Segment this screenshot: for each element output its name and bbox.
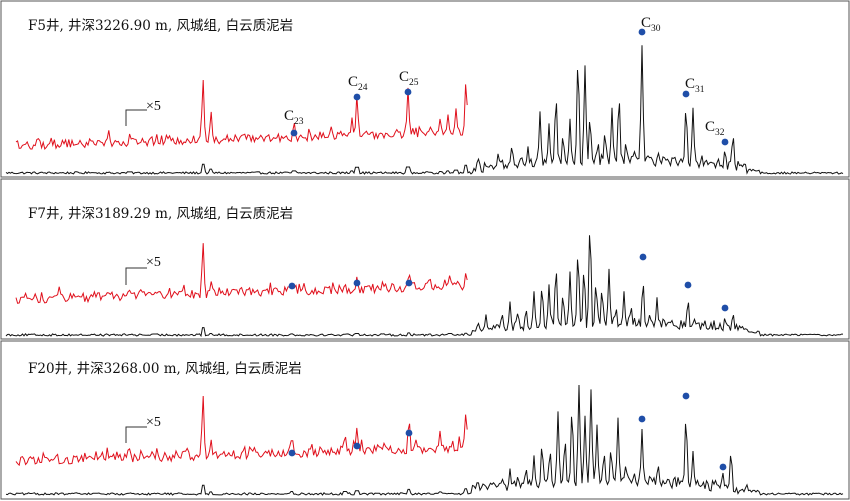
peak-label: C25 [399,69,419,88]
peak-marker [721,304,729,312]
panel-frame [0,0,850,178]
peak-marker [405,279,413,287]
peak-label: C32 [705,119,725,138]
chromatogram-panel-f5: F5井, 井深3226.90 m, 风城组, 白云质泥岩 ×5 C23 C24 C2… [0,0,850,178]
peak-marker [405,429,413,437]
magnified-trace [15,243,468,304]
scale-bracket [125,426,147,443]
full-trace [5,45,844,175]
scale-label: ×5 [146,99,161,114]
peak-label: C24 [348,74,368,93]
panel-title: F5井, 井深3226.90 m, 风城组, 白云质泥岩 [28,18,293,34]
full-trace [5,384,844,496]
panel-frame [0,340,850,500]
peak-marker [290,129,298,137]
magnified-trace [15,395,468,467]
peak-marker [684,281,692,289]
peak-marker [721,138,729,146]
peak-marker [682,90,690,98]
panel-title: F7井, 井深3189.29 m, 风城组, 白云质泥岩 [28,206,293,222]
scale-bracket [125,267,147,285]
scale-bracket [125,109,147,126]
peak-marker [682,392,690,400]
panel-title: F20井, 井深3268.00 m, 风城组, 白云质泥岩 [28,361,302,377]
peak-label: C31 [685,76,705,95]
peak-marker [288,282,296,290]
peak-marker [638,415,646,423]
magnified-trace [15,79,468,151]
peak-marker [639,253,647,261]
peak-marker [719,463,727,471]
peak-marker [353,93,361,101]
peak-marker [404,88,412,96]
peak-marker [288,449,296,457]
chromatogram-panel-f7: F7井, 井深3189.29 m, 风城组, 白云质泥岩 ×5 [0,178,850,340]
chromatogram-panel-f20: F20井, 井深3268.00 m, 风城组, 白云质泥岩 ×5 [0,340,850,500]
peak-marker [353,442,361,450]
full-trace [5,235,843,338]
peak-label: C23 [284,108,304,127]
peak-label: C30 [641,15,661,34]
peak-marker [638,28,646,36]
scale-label: ×5 [146,255,161,270]
scale-label: ×5 [146,415,161,430]
panel-frame [0,178,850,340]
peak-marker [353,279,361,287]
